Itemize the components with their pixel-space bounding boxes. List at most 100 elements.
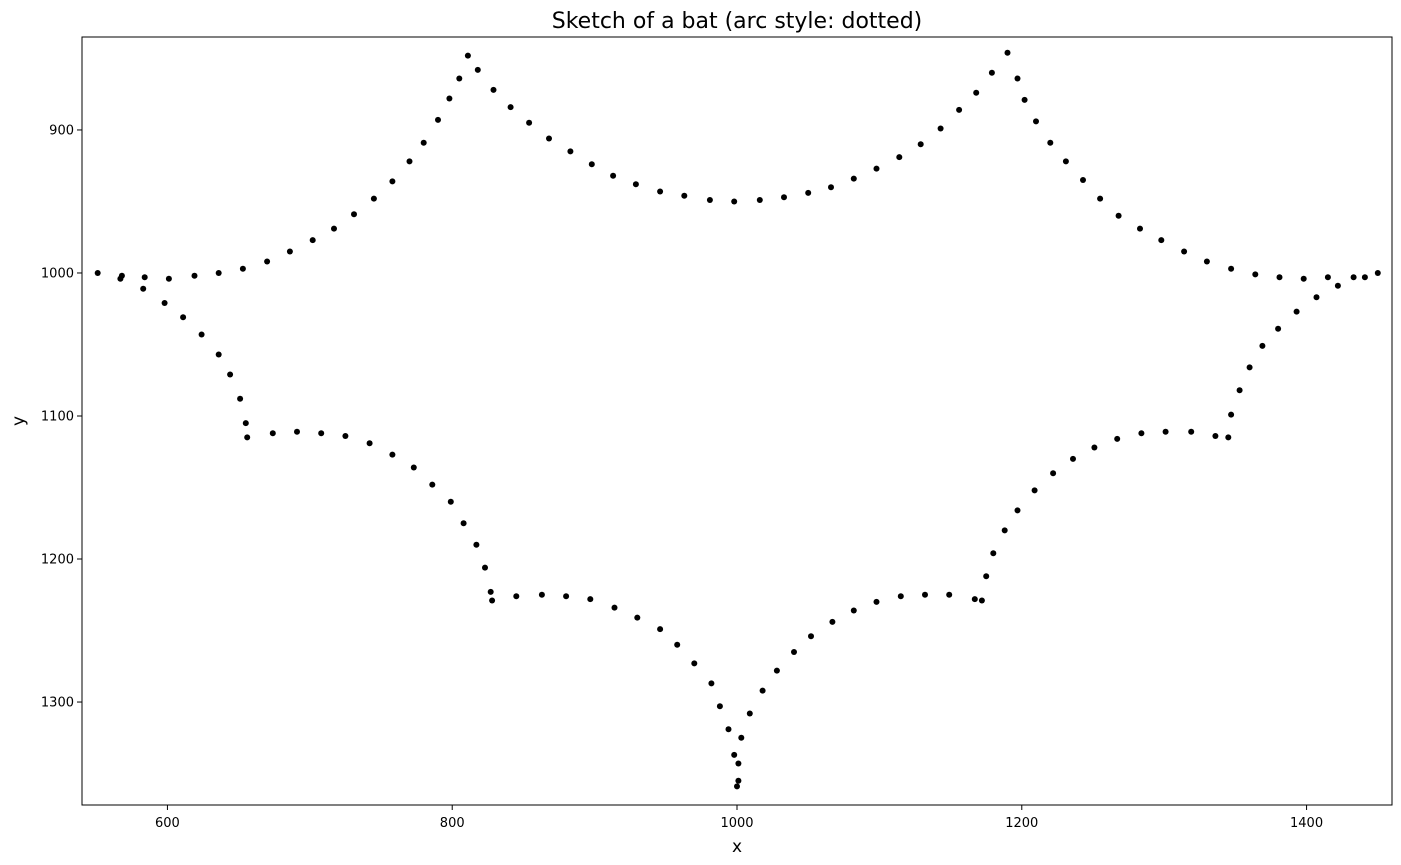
scatter-point-32 (706, 197, 713, 203)
scatter-point-33 (731, 198, 738, 205)
scatter-point-141 (1334, 282, 1341, 289)
scatter-point-17 (435, 116, 441, 123)
scatter-point-135 (1236, 387, 1243, 394)
scatter-point-46 (1004, 49, 1011, 56)
scatter-point-108 (759, 687, 766, 694)
scatter-point-56 (1158, 237, 1165, 244)
x-tick-label: 600 (155, 816, 180, 831)
scatter-point-43 (956, 106, 963, 113)
scatter-point-105 (734, 783, 740, 790)
scatter-point-113 (850, 607, 857, 614)
scatter-point-58 (1203, 258, 1210, 265)
scatter-point-112 (829, 618, 836, 625)
scatter-point-96 (657, 626, 664, 633)
scatter-point-64 (1350, 274, 1357, 281)
scatter-point-57 (1181, 248, 1188, 255)
scatter-point-19 (456, 75, 463, 82)
scatter-point-63 (1324, 274, 1331, 281)
scatter-point-104 (735, 777, 742, 784)
scatter-point-35 (781, 194, 787, 201)
scatter-point-21 (474, 66, 481, 73)
scatter-point-75 (244, 434, 251, 441)
scatter-point-91 (538, 591, 545, 598)
scatter-point-67 (140, 285, 147, 292)
scatter-point-133 (1225, 434, 1232, 441)
scatter-point-51 (1062, 158, 1069, 165)
scatter-point-34 (756, 197, 763, 203)
x-tick-label: 1200 (1005, 816, 1038, 831)
scatter-point-138 (1275, 325, 1282, 332)
scatter-point-2 (118, 272, 125, 279)
scatter-point-68 (161, 300, 168, 306)
scatter-point-103 (735, 760, 742, 767)
scatter-point-93 (587, 596, 594, 603)
scatter-point-97 (674, 641, 681, 648)
scatter-point-13 (370, 195, 377, 202)
scatter-point-24 (526, 119, 533, 126)
scatter-point-25 (546, 135, 552, 142)
y-axis: 900 1000 1100 1200 1300 (41, 123, 82, 711)
scatter-point-117 (946, 591, 953, 598)
scatter-point-37 (828, 184, 834, 191)
scatter-point-53 (1097, 195, 1104, 202)
scatter-point-30 (657, 188, 664, 195)
scatter-point-137 (1259, 342, 1266, 349)
scatter-point-49 (1033, 118, 1039, 125)
scatter-point-129 (1138, 430, 1145, 437)
scatter-point-110 (791, 649, 797, 655)
scatter-point-116 (922, 591, 928, 598)
scatter-point-128 (1114, 435, 1121, 442)
scatter-point-50 (1047, 139, 1054, 146)
scatter-point-84 (447, 498, 454, 505)
scatter-point-23 (507, 104, 514, 111)
scatter-point-39 (873, 165, 880, 172)
scatter-point-61 (1276, 274, 1283, 281)
y-tick-label: 1300 (41, 696, 74, 711)
scatter-point-85 (460, 520, 467, 527)
scatter-point-78 (318, 430, 325, 437)
scatter-point-99 (708, 680, 715, 687)
scatter-point-48 (1021, 96, 1028, 103)
scatter-point-16 (420, 139, 427, 146)
scatter-point-69 (180, 314, 187, 321)
scatter-point-86 (473, 541, 480, 548)
scatter-point-134 (1228, 411, 1235, 418)
scatter-point-41 (917, 141, 924, 148)
scatter-point-102 (731, 751, 738, 758)
scatter-point-11 (331, 225, 337, 232)
scatter-point-121 (990, 550, 997, 557)
x-tick-label: 1400 (1290, 816, 1323, 831)
scatter-point-22 (490, 86, 497, 93)
scatter-point-140 (1313, 294, 1320, 301)
scatter-point-119 (978, 597, 985, 604)
scatter-point-101 (725, 726, 732, 733)
y-tick-label: 1100 (41, 409, 74, 424)
scatter-point-122 (1001, 527, 1008, 534)
scatter-point-7 (239, 265, 246, 272)
scatter-point-94 (611, 604, 618, 611)
scatter-point-83 (429, 481, 436, 488)
scatter-point-79 (342, 433, 349, 439)
scatter-point-74 (242, 420, 249, 427)
scatter-point-76 (269, 430, 276, 437)
scatter-point-62 (1300, 275, 1307, 282)
scatter-point-109 (773, 667, 780, 674)
x-tick-label: 800 (440, 816, 465, 831)
scatter-point-20 (464, 52, 471, 59)
chart-title: Sketch of a bat (arc style: dotted) (552, 9, 923, 34)
scatter-point-72 (227, 371, 234, 378)
scatter-point-131 (1188, 428, 1195, 435)
scatter-point-111 (808, 633, 814, 640)
scatter-point-44 (973, 89, 980, 96)
scatter-point-123 (1014, 507, 1021, 514)
y-axis-label: y (9, 416, 29, 426)
scatter-point-55 (1137, 225, 1143, 232)
scatter-points (94, 49, 1381, 790)
scatter-point-40 (896, 154, 903, 161)
scatter-point-107 (746, 710, 753, 717)
y-tick-label: 1000 (41, 266, 74, 281)
scatter-point-28 (610, 172, 617, 179)
scatter-point-60 (1252, 271, 1259, 278)
scatter-point-80 (366, 440, 373, 447)
